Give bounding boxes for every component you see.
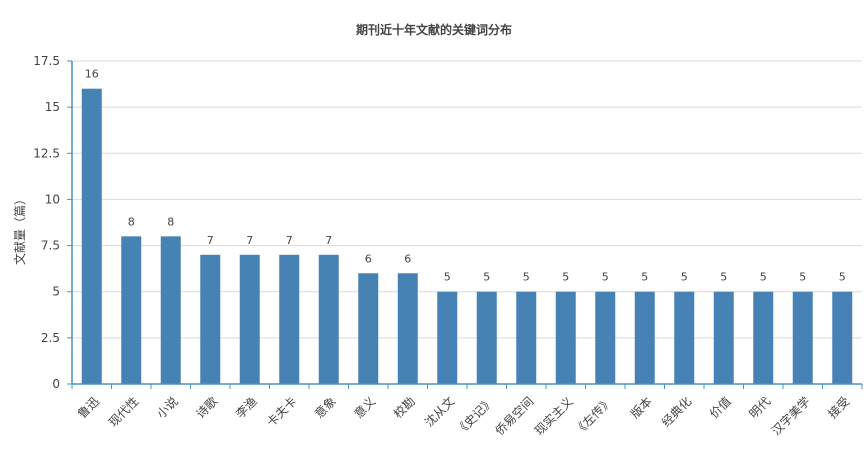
- data-label: 7: [207, 234, 214, 247]
- data-label: 5: [523, 271, 530, 284]
- data-label: 5: [483, 271, 490, 284]
- data-label: 5: [641, 271, 648, 284]
- data-label: 5: [720, 271, 727, 284]
- bar: [279, 254, 300, 384]
- x-tick-label: 《史记》: [453, 394, 497, 438]
- bar: [634, 291, 655, 384]
- bar: [437, 291, 458, 384]
- bar: [397, 273, 418, 384]
- data-label: 5: [760, 271, 767, 284]
- bar: [318, 254, 339, 384]
- axes-layer: [71, 61, 862, 385]
- y-tick-label: 5: [52, 285, 60, 299]
- x-tick-label: 沈从文: [421, 394, 457, 430]
- data-label: 5: [799, 271, 806, 284]
- data-label: 5: [562, 271, 569, 284]
- x-tick-label: 小说: [153, 394, 181, 422]
- bar: [753, 291, 774, 384]
- y-tick-label: 10: [45, 192, 60, 206]
- bar: [160, 236, 181, 384]
- data-label: 8: [128, 215, 135, 228]
- data-label: 5: [681, 271, 688, 284]
- y-tick-label: 17.5: [33, 54, 60, 68]
- data-label: 5: [444, 271, 451, 284]
- x-tick-label: 版本: [628, 394, 655, 421]
- data-label: 6: [365, 252, 372, 265]
- bar: [81, 88, 102, 384]
- bar: [239, 254, 260, 384]
- x-tick-label: 汉字美学: [768, 394, 813, 439]
- bar: [832, 291, 853, 384]
- data-labels-layer: 16 8 8 7 7 7 7 6 6 5 5 5 5 5 5 5 5 5 5 5: [85, 68, 846, 284]
- x-tick-label: 经典化: [659, 394, 694, 429]
- bar: [476, 291, 497, 384]
- bar: [200, 254, 221, 384]
- x-tick-label: 意象: [311, 394, 339, 422]
- bar: [358, 273, 379, 384]
- chart-title: 期刊近十年文献的关键词分布: [356, 22, 512, 37]
- y-axis-label: 文献量（篇）: [12, 193, 27, 265]
- data-label: 7: [246, 234, 253, 247]
- bar: [674, 291, 695, 384]
- data-label: 16: [85, 68, 99, 81]
- x-tick-label: 价值: [706, 394, 734, 422]
- bar: [121, 236, 142, 384]
- x-tick-label: 李渔: [232, 394, 260, 422]
- x-tick-label: 接受: [825, 394, 853, 422]
- x-tick-label: 明代: [746, 394, 773, 421]
- y-tick-label: 12.5: [33, 146, 60, 160]
- data-label: 6: [404, 252, 411, 265]
- bar: [713, 291, 734, 384]
- bar: [516, 291, 537, 384]
- y-tick-label: 2.5: [41, 331, 60, 345]
- data-label: 5: [602, 271, 609, 284]
- x-tick-label: 校勘: [390, 394, 418, 422]
- bar: [792, 291, 813, 384]
- bars-layer: [81, 88, 853, 384]
- x-tick-label: 意义: [351, 394, 379, 422]
- x-tick-label: 现代性: [106, 394, 141, 429]
- y-tick-label: 15: [45, 100, 60, 114]
- data-label: 7: [286, 234, 293, 247]
- data-label: 7: [325, 234, 332, 247]
- y-tick-label: 7.5: [41, 239, 60, 253]
- x-tick-label: 卡夫卡: [264, 394, 299, 429]
- y-tick-label: 0: [52, 377, 60, 391]
- bar: [555, 291, 576, 384]
- x-tick-label: 鲁迅: [75, 394, 102, 421]
- x-tick-label: 《左传》: [571, 394, 616, 439]
- grid-layer: [72, 60, 862, 339]
- x-tick-label: 诗歌: [193, 394, 221, 422]
- x-tick-label: 侨易空间: [493, 394, 537, 438]
- bar: [595, 291, 616, 384]
- data-label: 8: [167, 215, 174, 228]
- x-tick-label: 现实主义: [531, 394, 576, 439]
- data-label: 5: [839, 271, 846, 284]
